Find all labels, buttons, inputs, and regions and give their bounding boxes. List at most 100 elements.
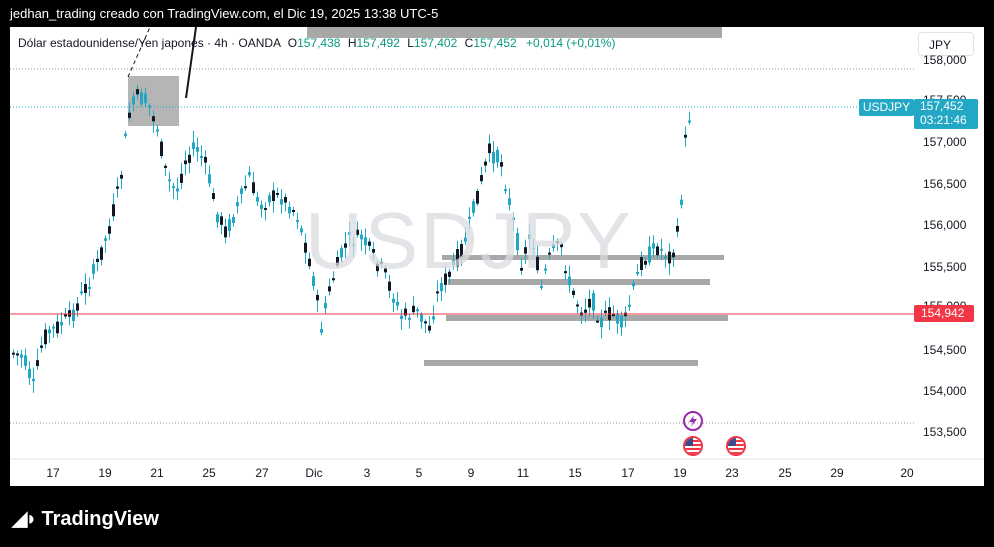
candle-body: [568, 276, 571, 286]
candle-body: [236, 202, 239, 207]
candle-body: [452, 259, 455, 266]
candle-body: [100, 247, 103, 260]
change-value: +0,014 (+0,01%): [526, 36, 616, 50]
candle-body: [200, 155, 203, 158]
candle-body: [124, 133, 127, 137]
candle-body: [544, 268, 547, 271]
candle-body: [424, 321, 427, 324]
candle-body: [660, 248, 663, 251]
zone-rectangle: [424, 360, 698, 366]
candle-body: [592, 293, 595, 311]
price-axis-label: 157,000: [923, 135, 967, 149]
candle-body: [332, 278, 335, 281]
candle-body: [64, 314, 67, 317]
dashed-trend-line: [127, 27, 151, 78]
candle-body: [516, 233, 519, 251]
symbol-badge: USDJPY: [859, 99, 914, 116]
candle-body: [232, 217, 235, 223]
candle-body: [468, 216, 471, 219]
candle-body: [116, 186, 119, 189]
price-axis-label: 154,500: [923, 343, 967, 357]
candle-body: [280, 199, 283, 205]
time-axis-label: 5: [415, 466, 423, 480]
candle-body: [220, 216, 223, 225]
candle-body: [240, 188, 243, 194]
candle-body: [36, 360, 39, 366]
time-axis-label: 25: [778, 466, 792, 480]
candle-body: [312, 276, 315, 286]
candle-body: [584, 309, 587, 313]
candle-body: [436, 291, 439, 294]
candle-body: [604, 310, 607, 313]
candle-body: [652, 243, 655, 249]
us-flag-icon[interactable]: [726, 436, 746, 456]
chart-caption: jedhan_trading creado con TradingView.co…: [10, 6, 439, 21]
candle-body: [84, 284, 87, 293]
candle-body: [484, 161, 487, 166]
candle-body: [676, 225, 679, 232]
time-axis-label: 17: [621, 466, 635, 480]
candle-body: [588, 298, 591, 308]
time-axis-label: 9: [467, 466, 475, 480]
candle-body: [560, 243, 563, 248]
candle-body: [16, 353, 19, 356]
candle-body: [688, 120, 691, 123]
zone-rectangle: [307, 27, 722, 38]
candle-body: [656, 246, 659, 256]
legend-title[interactable]: Dólar estadounidense/Yen japonés · 4h · …: [18, 36, 281, 50]
candle-body: [160, 141, 163, 157]
candle-body: [88, 286, 91, 289]
last-price-value: 157,452: [920, 99, 964, 113]
candle-body: [308, 258, 311, 267]
candle-body: [304, 242, 307, 253]
us-flag-icon[interactable]: [683, 436, 703, 456]
candle-body: [612, 313, 615, 316]
price-chart[interactable]: [10, 27, 984, 486]
candle-body: [368, 241, 371, 246]
tradingview-logo[interactable]: ◢◗ TradingView: [12, 506, 159, 531]
candle-body: [668, 251, 671, 264]
candle-body: [672, 252, 675, 258]
candle-body: [68, 310, 71, 317]
time-axis-label: 23: [725, 466, 739, 480]
candle-body: [644, 260, 647, 265]
candle-body: [416, 309, 419, 312]
candle-body: [28, 368, 31, 379]
candle-body: [556, 241, 559, 244]
candle-body: [472, 201, 475, 213]
candle-body: [252, 182, 255, 194]
time-axis-label: 29: [830, 466, 844, 480]
candle-body: [456, 249, 459, 267]
candle-body: [80, 291, 83, 294]
symbol-legend: Dólar estadounidense/Yen japonés · 4h · …: [18, 36, 615, 50]
candle-body: [156, 129, 159, 132]
lightning-icon[interactable]: [683, 411, 703, 431]
candle-body: [552, 243, 555, 249]
candle-body: [96, 258, 99, 263]
candle-body: [316, 294, 319, 301]
candle-body: [492, 151, 495, 164]
open-label: O: [287, 36, 298, 50]
candle-body: [448, 271, 451, 277]
candle-body: [328, 286, 331, 292]
candle-body: [248, 172, 251, 176]
candle-body: [376, 263, 379, 272]
chart-area[interactable]: USDJPY Dólar estadounidense/Yen japonés …: [10, 27, 984, 486]
candle-body: [92, 264, 95, 274]
candle-body: [196, 147, 199, 152]
candle-body: [356, 229, 359, 235]
candle-body: [168, 179, 171, 182]
candle-body: [444, 273, 447, 285]
candle-body: [404, 308, 407, 316]
zone-rectangle: [448, 279, 710, 285]
time-axis-label: Dic: [305, 466, 323, 480]
tradingview-logo-icon: ◢◗: [12, 508, 38, 530]
candle-body: [52, 326, 55, 329]
candle-body: [380, 261, 383, 264]
candle-body: [620, 315, 623, 328]
time-axis-label: 17: [46, 466, 60, 480]
currency-button[interactable]: JPY: [918, 32, 974, 56]
time-axis-label: 19: [673, 466, 687, 480]
candle-body: [104, 238, 107, 241]
candle-body: [40, 345, 43, 348]
